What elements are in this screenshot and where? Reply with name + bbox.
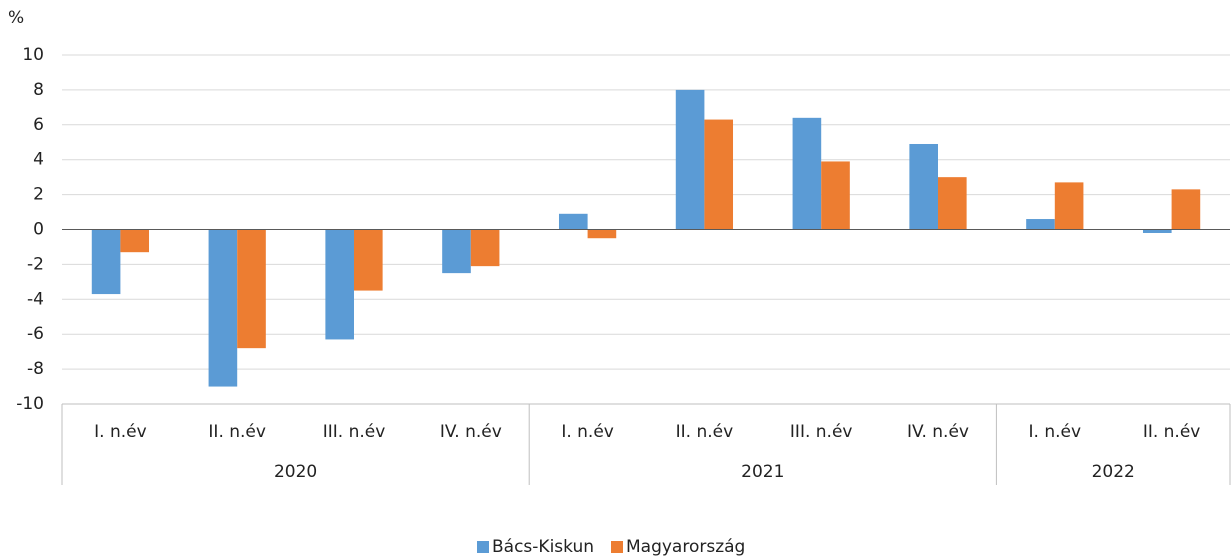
- bar: [938, 177, 967, 230]
- y-tick-label: 10: [22, 45, 44, 65]
- bar: [354, 229, 383, 291]
- bar: [1026, 219, 1055, 230]
- bar: [120, 229, 150, 253]
- x-tick-label: IV. n.év: [440, 422, 502, 442]
- bar: [675, 89, 705, 230]
- legend-label: Magyarország: [626, 537, 745, 557]
- x-tick-label: II. n.év: [1143, 422, 1201, 442]
- x-tick-label: I. n.év: [94, 422, 147, 442]
- bar: [558, 213, 588, 230]
- x-tick-label: IV. n.év: [907, 422, 969, 442]
- legend-swatch: [611, 541, 623, 553]
- bar: [792, 117, 822, 230]
- year-label: 2021: [741, 462, 784, 482]
- bar: [442, 229, 471, 274]
- y-tick-label: 6: [33, 115, 44, 135]
- x-tick-label: I. n.év: [1029, 422, 1082, 442]
- year-label: 2020: [274, 462, 317, 482]
- y-tick-label: -8: [27, 359, 44, 379]
- y-tick-label: 4: [33, 150, 44, 170]
- bar: [821, 161, 850, 230]
- bar: [237, 229, 266, 349]
- y-tick-label: -10: [16, 394, 44, 414]
- x-tick-label: III. n.év: [790, 422, 853, 442]
- y-tick-label: 8: [33, 80, 44, 100]
- bar: [1171, 189, 1201, 230]
- bar: [1142, 229, 1172, 233]
- y-axis-label: %: [8, 8, 24, 28]
- y-tick-label: -6: [27, 324, 44, 344]
- y-tick-label: 2: [33, 185, 44, 205]
- bar: [91, 229, 121, 295]
- x-tick-label: I. n.év: [561, 422, 614, 442]
- legend-swatch: [477, 541, 489, 553]
- year-label: 2022: [1092, 462, 1135, 482]
- x-tick-label: II. n.év: [208, 422, 266, 442]
- bar: [325, 229, 354, 340]
- bar: [587, 229, 617, 239]
- bar: [704, 119, 734, 230]
- y-tick-label: -2: [27, 254, 44, 274]
- bar: [1054, 182, 1084, 230]
- legend-label: Bács-Kiskun: [492, 537, 594, 557]
- x-tick-label: III. n.év: [323, 422, 386, 442]
- y-tick-label: -4: [27, 289, 44, 309]
- y-tick-label: 0: [33, 220, 44, 240]
- bar: [470, 229, 500, 267]
- x-tick-label: II. n.év: [676, 422, 734, 442]
- bar: [909, 143, 938, 230]
- bar: [208, 229, 238, 387]
